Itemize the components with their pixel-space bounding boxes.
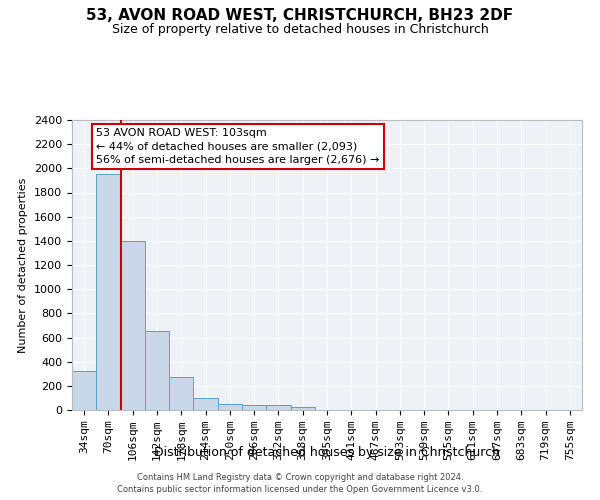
Bar [72,370,96,410]
Bar [169,378,193,410]
Bar [290,408,315,410]
Bar [242,405,266,410]
Bar [145,332,169,410]
Text: Contains public sector information licensed under the Open Government Licence v3: Contains public sector information licen… [118,485,482,494]
Text: 53, AVON ROAD WEST, CHRISTCHURCH, BH23 2DF: 53, AVON ROAD WEST, CHRISTCHURCH, BH23 2… [86,8,514,22]
Bar [218,404,242,410]
Text: Distribution of detached houses by size in Christchurch: Distribution of detached houses by size … [154,446,500,459]
Bar [193,398,218,410]
Text: Size of property relative to detached houses in Christchurch: Size of property relative to detached ho… [112,22,488,36]
Bar [266,405,290,410]
Text: 53 AVON ROAD WEST: 103sqm
← 44% of detached houses are smaller (2,093)
56% of se: 53 AVON ROAD WEST: 103sqm ← 44% of detac… [96,128,380,165]
Bar [96,174,121,410]
Text: Contains HM Land Registry data © Crown copyright and database right 2024.: Contains HM Land Registry data © Crown c… [137,472,463,482]
Bar [121,241,145,410]
Y-axis label: Number of detached properties: Number of detached properties [19,178,28,352]
